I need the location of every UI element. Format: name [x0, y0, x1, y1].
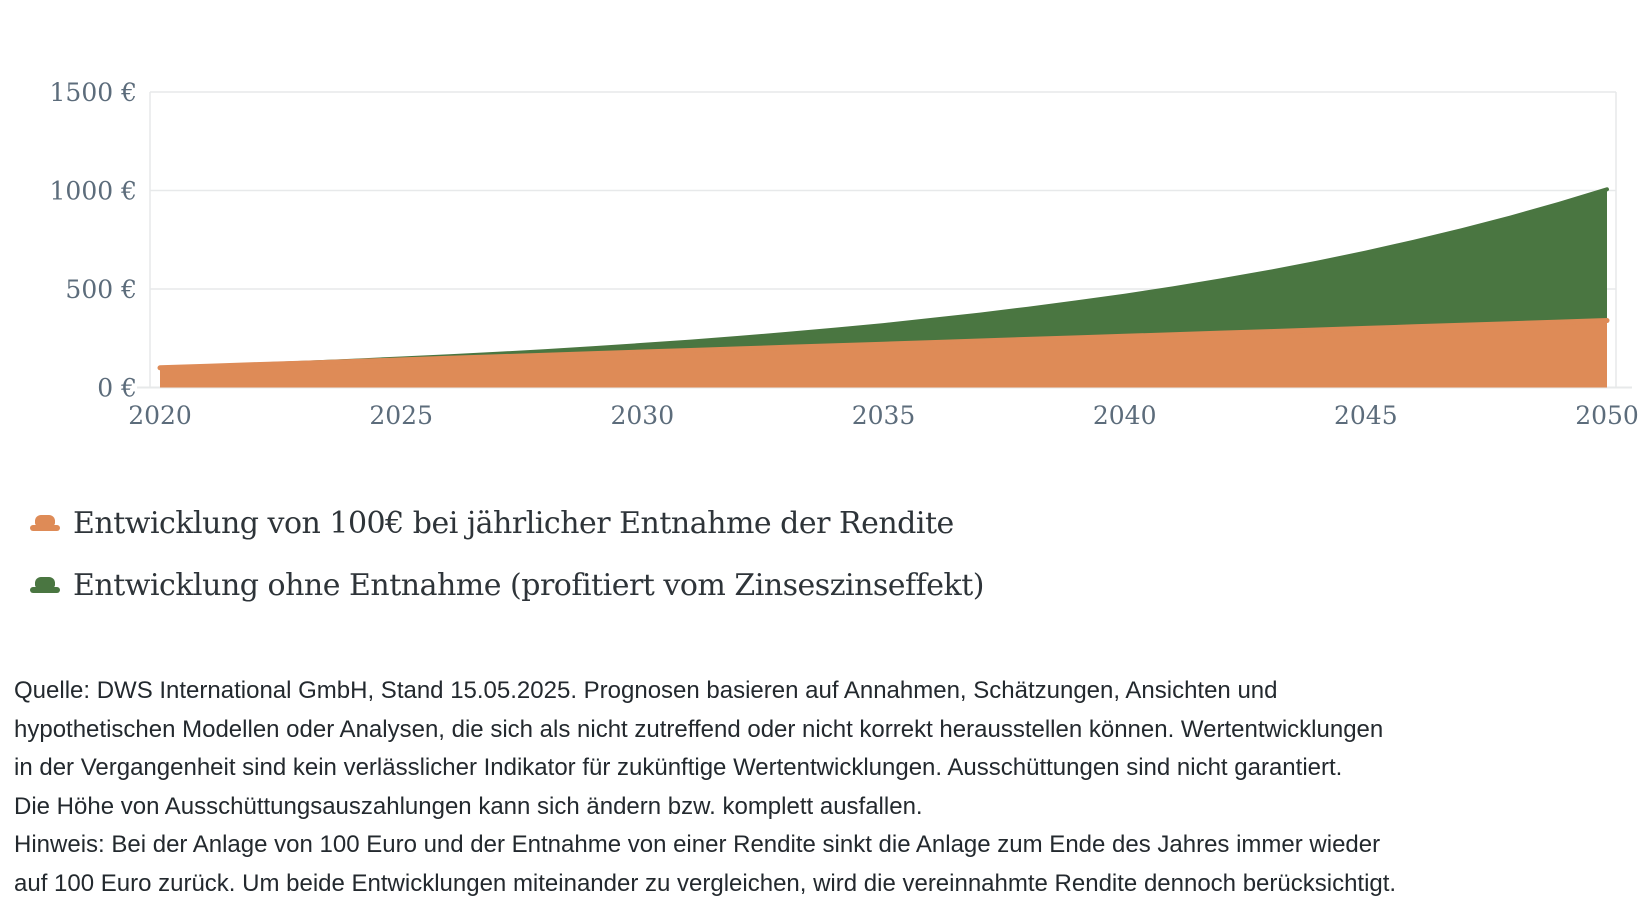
legend-label-with-withdrawal: Entwicklung von 100€ bei jährlicher Entn…	[73, 505, 954, 541]
legend-swatch-green-icon	[30, 577, 60, 593]
series-line	[157, 318, 1610, 371]
swatch-shape	[35, 577, 55, 588]
footnote: Quelle: DWS International GmbH, Stand 15…	[14, 672, 1638, 903]
legend-item-with-withdrawal: Entwicklung von 100€ bei jährlicher Entn…	[30, 504, 1638, 542]
swatch-shape	[30, 587, 60, 593]
x-axis-tick-label: 2045	[1334, 401, 1398, 430]
chart-legend: Entwicklung von 100€ bei jährlicher Entn…	[30, 504, 1638, 604]
footnote-line: auf 100 Euro zurück. Um beide Entwicklun…	[14, 869, 1397, 897]
y-axis-tick-label: 1000 €	[50, 177, 137, 206]
footnote-line: Quelle: DWS International GmbH, Stand 15…	[14, 677, 1278, 704]
legend-item-without-withdrawal: Entwicklung ohne Entnahme (profitiert vo…	[30, 566, 1638, 604]
footnote-line: Die Höhe von Ausschüttungsauszahlungen k…	[14, 792, 923, 820]
x-axis-tick-label: 2020	[128, 401, 192, 430]
y-axis-tick-label: 500 €	[65, 275, 137, 304]
swatch-shape	[35, 515, 55, 526]
x-axis-tick-label: 2025	[369, 401, 433, 430]
x-axis-tick-label: 2040	[1093, 401, 1157, 430]
area-chart: 0 € 500 € 1000 € 1500 € 2020 2025 2030 2035 2040…	[0, 0, 1638, 440]
y-axis-tick-label: 0 €	[97, 374, 137, 403]
legend-label-without-withdrawal: Entwicklung ohne Entnahme (profitiert vo…	[73, 567, 984, 603]
footnote-line: in der Vergangenheit sind kein verlässli…	[14, 754, 1343, 781]
legend-swatch-orange-icon	[30, 515, 60, 531]
series-area	[160, 320, 1607, 388]
y-axis-tick-label: 1500 €	[50, 78, 137, 107]
x-axis-tick-label: 2050	[1575, 401, 1638, 430]
x-axis-tick-label: 2035	[852, 401, 916, 430]
swatch-shape	[30, 525, 60, 531]
footnote-line: hypothetischen Modellen oder Analysen, d…	[14, 715, 1384, 743]
x-axis-tick-label: 2030	[610, 401, 674, 430]
footnote-line: Hinweis: Bei der Anlage von 100 Euro und…	[14, 831, 1381, 858]
chart-canvas: 0 € 500 € 1000 € 1500 € 2020 2025 2030 2035 2040…	[50, 78, 1638, 430]
